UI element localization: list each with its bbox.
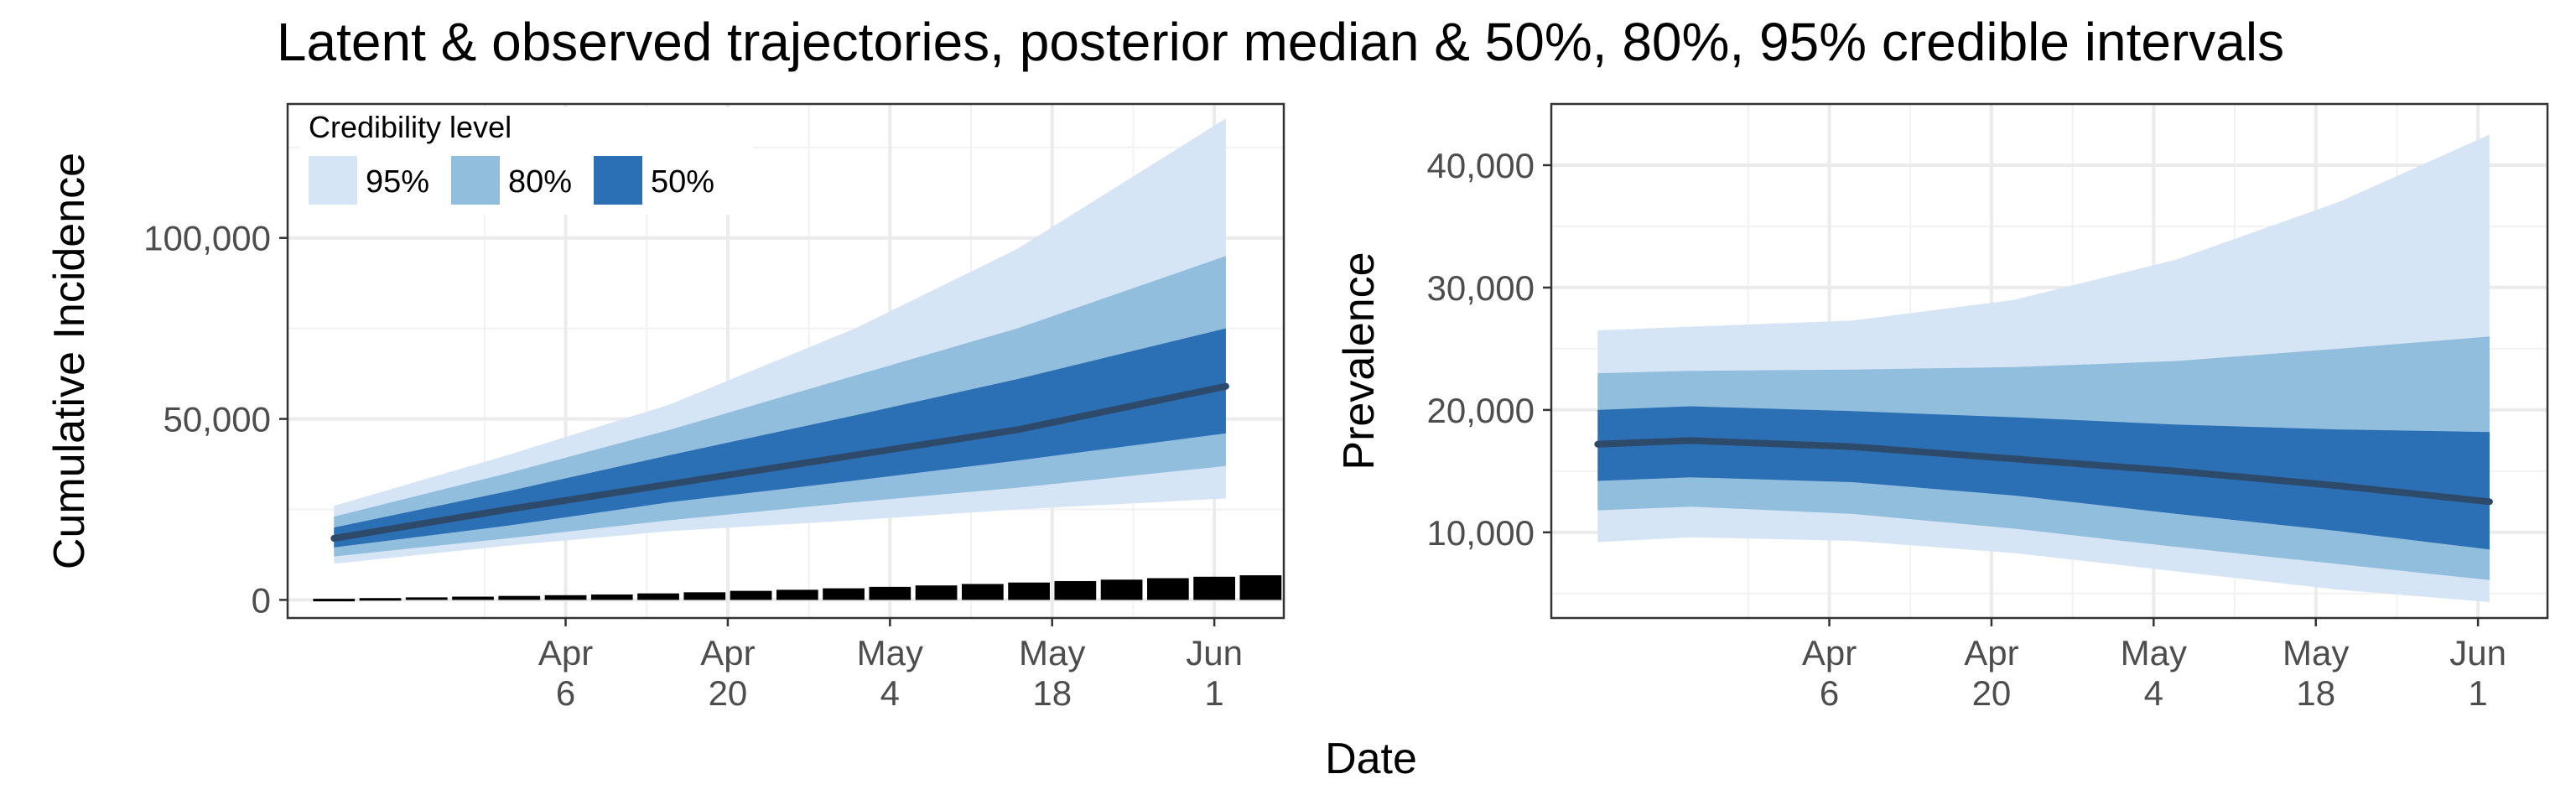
observed-bar bbox=[1008, 582, 1050, 600]
observed-bar bbox=[1239, 575, 1282, 600]
observed-bar bbox=[823, 588, 865, 600]
x-tick-label-month: Jun bbox=[1186, 633, 1243, 673]
x-tick-label-month: May bbox=[857, 633, 923, 673]
observed-bar bbox=[498, 595, 541, 600]
observed-bar bbox=[1193, 576, 1235, 600]
legend-key-95pct bbox=[309, 156, 357, 205]
x-tick-label-day: 4 bbox=[2144, 673, 2163, 713]
observed-bar bbox=[590, 594, 633, 600]
x-tick-label-day: 6 bbox=[1820, 673, 1839, 713]
legend-key-50pct bbox=[594, 156, 642, 205]
x-tick-label-month: Apr bbox=[538, 633, 593, 673]
plot-area bbox=[288, 104, 1284, 618]
observed-bar bbox=[359, 598, 402, 601]
observed-bar bbox=[405, 597, 448, 600]
legend-background bbox=[300, 107, 753, 215]
observed-bar bbox=[776, 589, 818, 600]
prevalence-panel: 10,00020,00030,00040,000Apr6Apr20May4May… bbox=[1335, 102, 2549, 713]
legend-label: 80% bbox=[508, 164, 572, 200]
y-axis-title: Prevalence bbox=[1335, 252, 1384, 470]
y-tick-label: 0 bbox=[252, 580, 271, 620]
observed-bar bbox=[730, 590, 772, 600]
median-line bbox=[330, 382, 1229, 542]
observed-bar bbox=[544, 595, 587, 600]
y-axis-title: Cumulative Incidence bbox=[45, 153, 94, 569]
legend: Credibility level 95% 80% 50% bbox=[300, 107, 753, 215]
observed-bar bbox=[1054, 580, 1097, 600]
observed-bar bbox=[915, 585, 958, 600]
panel-border bbox=[1550, 102, 2549, 620]
observed-bar bbox=[452, 596, 494, 600]
chart-title: Latent & observed trajectories, posterio… bbox=[277, 12, 2284, 72]
x-axis-title: Date bbox=[1325, 735, 1417, 783]
x-tick-label-day: 1 bbox=[2468, 673, 2487, 713]
x-tick-label-month: Jun bbox=[2449, 633, 2506, 673]
x-tick-label-day: 6 bbox=[556, 673, 575, 713]
x-tick-label-month: Apr bbox=[700, 633, 755, 673]
y-tick-label: 40,000 bbox=[1427, 146, 1535, 185]
median-line bbox=[1594, 437, 2493, 506]
x-tick-label-month: May bbox=[2283, 633, 2349, 673]
x-tick-label-month: Apr bbox=[1964, 633, 2018, 673]
x-tick-label-day: 20 bbox=[709, 673, 748, 713]
observed-bar bbox=[637, 593, 679, 600]
x-tick-label-month: Apr bbox=[1802, 633, 1857, 673]
observed-bar bbox=[961, 584, 1004, 600]
y-tick-label: 30,000 bbox=[1427, 268, 1535, 308]
observed-bar bbox=[869, 586, 911, 600]
observed-bar bbox=[1100, 579, 1143, 600]
observed-bar bbox=[1146, 578, 1189, 600]
x-tick-label-day: 18 bbox=[2296, 673, 2335, 713]
ci50-ribbon bbox=[1597, 406, 2490, 550]
y-tick-label: 20,000 bbox=[1427, 391, 1535, 430]
x-tick-label-day: 18 bbox=[1032, 673, 1072, 713]
x-tick-label-day: 20 bbox=[1972, 673, 2012, 713]
y-tick-label: 10,000 bbox=[1427, 513, 1535, 553]
x-tick-label-month: May bbox=[1019, 633, 1085, 673]
legend-label: 95% bbox=[366, 164, 429, 200]
legend-key-80pct bbox=[451, 156, 500, 205]
legend-label: 50% bbox=[651, 164, 714, 200]
observed-bar bbox=[313, 599, 356, 602]
y-tick-label: 100,000 bbox=[143, 219, 271, 258]
x-tick-label-day: 4 bbox=[880, 673, 900, 713]
x-tick-label-month: May bbox=[2121, 633, 2187, 673]
panel-border bbox=[286, 102, 1285, 620]
x-tick-label-day: 1 bbox=[1204, 673, 1223, 713]
legend-title: Credibility level bbox=[309, 110, 512, 144]
ci50-ribbon bbox=[334, 328, 1226, 548]
y-tick-label: 50,000 bbox=[164, 400, 271, 439]
plot-area bbox=[1551, 104, 2547, 618]
observed-bar bbox=[683, 592, 726, 600]
